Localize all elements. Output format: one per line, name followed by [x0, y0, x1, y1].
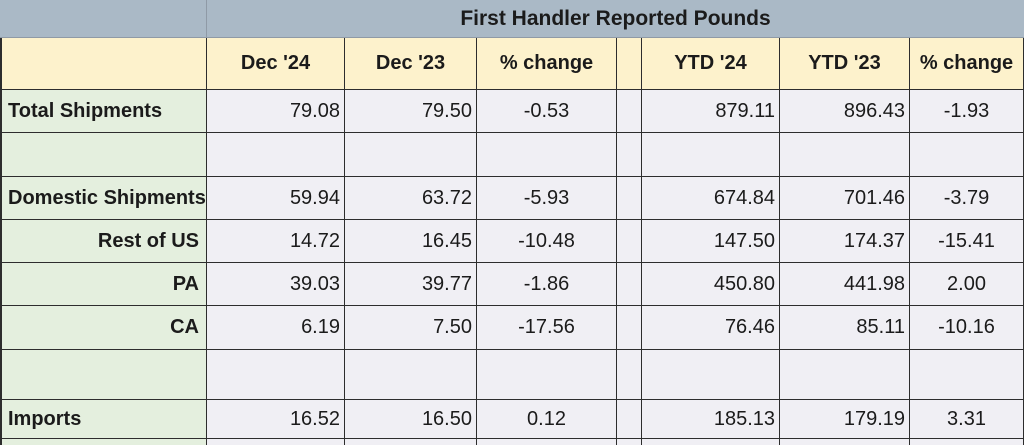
table-cell	[780, 439, 910, 445]
column-header: Dec '23	[345, 38, 477, 90]
table-cell	[345, 439, 477, 445]
column-header: Dec '24	[207, 38, 345, 90]
table-cell: 674.84	[642, 177, 780, 220]
spacer-cell	[617, 439, 642, 445]
table-cell: 76.46	[642, 306, 780, 350]
table-cell	[477, 133, 617, 177]
table-title: First Handler Reported Pounds	[207, 0, 1024, 38]
row-label: Rest of US	[0, 220, 207, 263]
table-cell	[780, 133, 910, 177]
table-cell: -1.93	[910, 90, 1024, 133]
table-cell	[207, 439, 345, 445]
table-cell: 0.12	[477, 400, 617, 439]
spacer-cell	[617, 350, 642, 400]
table-cell: -1.86	[477, 263, 617, 306]
table-cell: 174.37	[780, 220, 910, 263]
table-cell	[910, 133, 1024, 177]
table-cell: -15.41	[910, 220, 1024, 263]
table-cell: 79.08	[207, 90, 345, 133]
spacer-cell	[617, 306, 642, 350]
row-label: Domestic Shipments	[0, 177, 207, 220]
table-cell: -10.48	[477, 220, 617, 263]
table-cell: 85.11	[780, 306, 910, 350]
table-cell	[345, 350, 477, 400]
row-label	[0, 439, 207, 445]
table-cell: 16.50	[345, 400, 477, 439]
table-cell: 6.19	[207, 306, 345, 350]
table-cell: 185.13	[642, 400, 780, 439]
spacer-cell	[617, 220, 642, 263]
table-cell: 450.80	[642, 263, 780, 306]
table-cell: 63.72	[345, 177, 477, 220]
column-header: % change	[910, 38, 1024, 90]
table-cell: 441.98	[780, 263, 910, 306]
spacer-cell	[617, 90, 642, 133]
spacer-cell	[617, 177, 642, 220]
table-cell: -17.56	[477, 306, 617, 350]
row-label: Total Shipments	[0, 90, 207, 133]
table-cell: -0.53	[477, 90, 617, 133]
table-cell	[345, 133, 477, 177]
spacer-cell	[617, 400, 642, 439]
table-cell: 7.50	[345, 306, 477, 350]
spacer-cell	[617, 263, 642, 306]
table-cell	[207, 133, 345, 177]
table-cell: 39.03	[207, 263, 345, 306]
column-header: YTD '24	[642, 38, 780, 90]
table-cell	[780, 350, 910, 400]
table-cell: 2.00	[910, 263, 1024, 306]
table-cell: 701.46	[780, 177, 910, 220]
table-cell	[910, 350, 1024, 400]
table-cell: 179.19	[780, 400, 910, 439]
table-cell	[477, 350, 617, 400]
table-cell: 16.45	[345, 220, 477, 263]
title-row-corner-cell	[0, 0, 207, 38]
table-cell: -3.79	[910, 177, 1024, 220]
table-cell: -5.93	[477, 177, 617, 220]
table-cell	[910, 439, 1024, 445]
table-cell: -10.16	[910, 306, 1024, 350]
row-label	[0, 350, 207, 400]
table-cell: 59.94	[207, 177, 345, 220]
table-cell: 14.72	[207, 220, 345, 263]
table-cell: 896.43	[780, 90, 910, 133]
row-label	[0, 133, 207, 177]
table-cell	[642, 350, 780, 400]
row-label: PA	[0, 263, 207, 306]
table-cell: 3.31	[910, 400, 1024, 439]
table-cell: 79.50	[345, 90, 477, 133]
column-header: YTD '23	[780, 38, 910, 90]
row-label: Imports	[0, 400, 207, 439]
table-cell	[477, 439, 617, 445]
column-header: % change	[477, 38, 617, 90]
table-cell	[642, 133, 780, 177]
spacer-cell	[617, 133, 642, 177]
table-cell: 16.52	[207, 400, 345, 439]
table-cell: 879.11	[642, 90, 780, 133]
row-label: CA	[0, 306, 207, 350]
header-spacer-cell	[617, 38, 642, 90]
column-header	[0, 38, 207, 90]
table-cell	[207, 350, 345, 400]
table-cell: 147.50	[642, 220, 780, 263]
table-cell	[642, 439, 780, 445]
table-cell: 39.77	[345, 263, 477, 306]
